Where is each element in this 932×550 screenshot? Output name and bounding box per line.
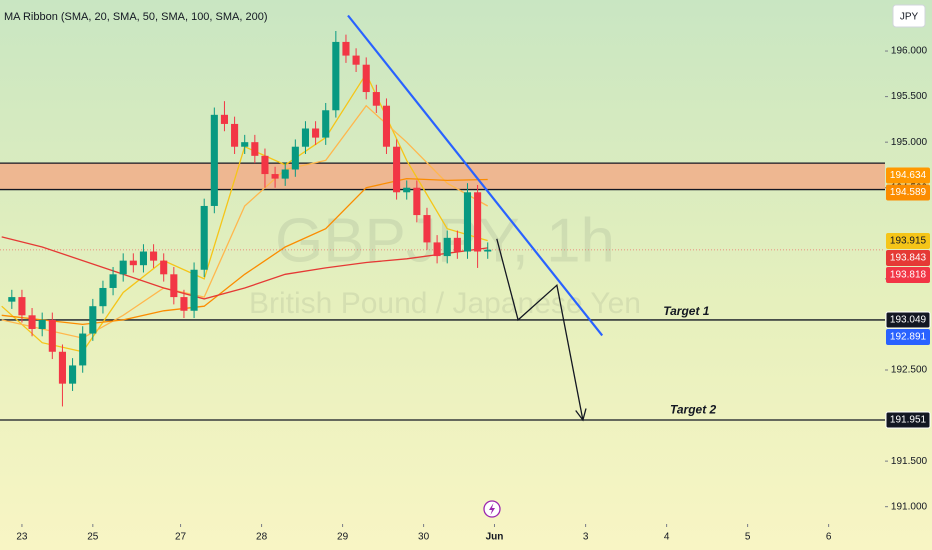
candle-body	[301, 128, 310, 147]
candle-body	[210, 114, 218, 206]
candle-body	[271, 174, 279, 179]
x-tick-label: 25	[87, 532, 99, 543]
x-tick-label: 4	[664, 532, 670, 543]
x-tick-label: 23	[16, 532, 28, 543]
candle-body	[291, 146, 299, 170]
y-tick-label: 191.000	[891, 501, 928, 512]
candle-body	[160, 260, 168, 275]
lightning-icon[interactable]	[483, 500, 501, 518]
candle-body	[352, 55, 360, 65]
y-tick-label: 196.000	[891, 46, 928, 57]
price-label-box	[886, 233, 930, 250]
price-label: 193.818	[890, 270, 927, 281]
moving-average	[1, 177, 488, 326]
price-label: 193.049	[890, 315, 927, 326]
candle-body	[433, 242, 441, 257]
candle-body	[332, 41, 340, 111]
candle-body	[281, 169, 289, 179]
candle-body	[413, 187, 421, 216]
candle-body	[382, 105, 391, 147]
price-label: 194.634	[890, 170, 927, 181]
candle-body	[443, 237, 451, 257]
resistance-zone	[0, 163, 885, 190]
price-label-box	[886, 267, 930, 284]
x-tick-label: 6	[826, 532, 832, 543]
candle-body	[251, 142, 259, 156]
candle-body	[180, 297, 188, 311]
candle-body	[423, 215, 431, 243]
candle-body	[342, 41, 350, 56]
candle-body	[393, 146, 401, 193]
candle-body	[372, 92, 380, 106]
arrow-head	[575, 408, 587, 422]
candle-body	[190, 269, 198, 311]
candle-body	[463, 192, 472, 252]
candle-body	[58, 351, 66, 384]
x-tick-label: 3	[583, 532, 589, 543]
candle-body	[261, 155, 269, 175]
indicator-title: MA Ribbon (SMA, 20, SMA, 50, SMA, 100, S…	[4, 11, 268, 23]
candle-body	[453, 237, 461, 252]
annotation: Target 1	[663, 304, 710, 318]
candle-body	[139, 251, 147, 266]
x-tick-label: 27	[175, 532, 187, 543]
price-label-box	[885, 311, 931, 329]
x-tick-label: 29	[337, 532, 349, 543]
price-label-box	[886, 250, 930, 267]
price-label-box	[886, 328, 930, 345]
currency[interactable]: JPY	[900, 12, 919, 23]
price-label-box	[886, 167, 930, 184]
candle-body	[150, 251, 158, 261]
icon-bolt[interactable]	[489, 503, 495, 515]
price-label: 194.589	[890, 187, 927, 198]
candle-body	[170, 274, 178, 298]
candle-body	[8, 297, 16, 302]
x-tick-label: Jun	[486, 532, 504, 543]
price-label: 193.843	[890, 253, 927, 264]
candle-body	[129, 260, 137, 266]
candle-body	[69, 365, 77, 384]
candle-body	[241, 142, 249, 147]
watermark-subtitle: British Pound / Japanese Yen	[249, 287, 641, 320]
candle-body	[89, 306, 97, 334]
candle-body	[79, 333, 87, 366]
y-tick-label: 192.500	[891, 365, 928, 376]
candle-body	[484, 249, 492, 252]
price-label-box	[885, 411, 931, 429]
candle-body	[231, 123, 239, 147]
y-tick-label: 195.500	[891, 91, 928, 102]
candle-body	[18, 297, 26, 316]
candle-body	[403, 187, 411, 193]
candle-body	[362, 64, 370, 93]
candle-body	[474, 192, 482, 252]
candle-body	[220, 114, 229, 124]
candle-body	[28, 315, 36, 329]
candle-body	[119, 260, 127, 275]
price-label: 193.915	[890, 236, 927, 247]
candle-body	[200, 205, 208, 270]
price-label-box	[886, 184, 930, 201]
currency-box[interactable]	[892, 4, 926, 28]
annotation: Target 2	[670, 402, 717, 416]
x-tick-label: 30	[418, 532, 430, 543]
price-label: 191.951	[890, 415, 927, 426]
projection-path	[496, 238, 584, 421]
candle-body	[48, 319, 56, 352]
x-tick-label: 28	[256, 532, 268, 543]
candle-body	[322, 110, 330, 138]
candle-body	[38, 319, 46, 329]
moving-average	[1, 236, 488, 300]
candle-body	[99, 287, 107, 307]
trend-line	[347, 14, 604, 337]
candle-body	[109, 274, 117, 288]
x-tick-label: 5	[745, 532, 751, 543]
y-tick-label: 191.500	[891, 456, 928, 467]
price-label: 192.891	[890, 332, 927, 343]
candle-body	[312, 128, 320, 138]
y-tick-label: 195.000	[891, 137, 928, 148]
